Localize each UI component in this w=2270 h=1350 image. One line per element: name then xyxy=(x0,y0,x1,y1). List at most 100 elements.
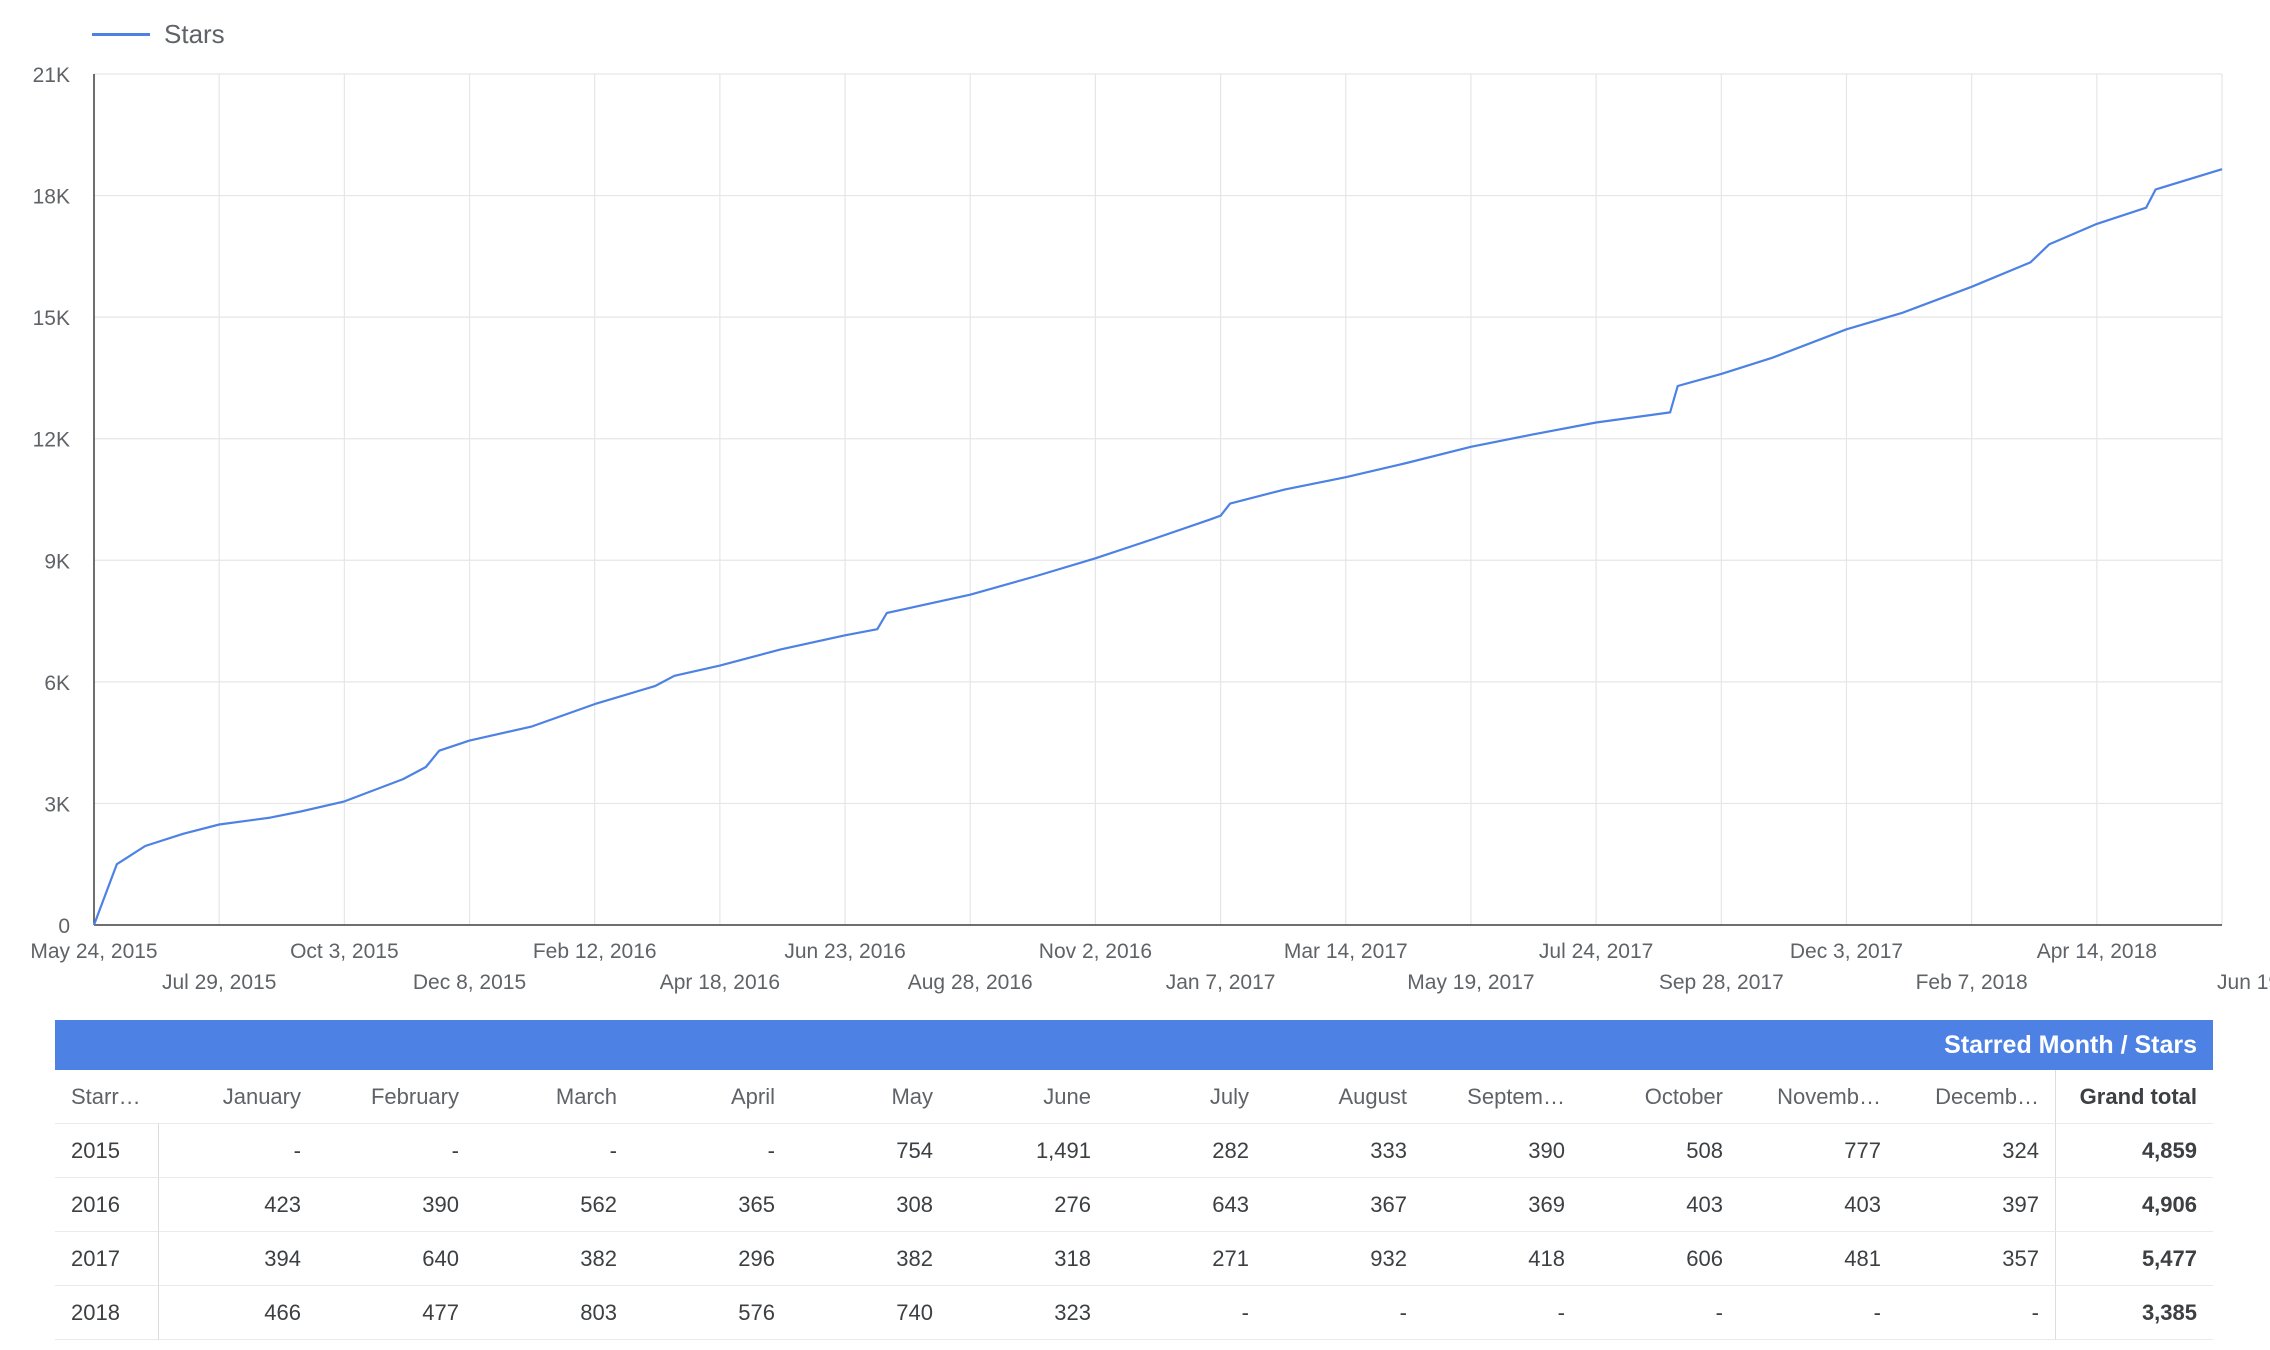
table-cell: - xyxy=(317,1124,475,1178)
chart-legend: Stars xyxy=(92,16,225,52)
table-row: 2017 394 640 382 296 382 318 271 932 418… xyxy=(55,1232,2213,1286)
column-header-august[interactable]: August xyxy=(1265,1070,1423,1124)
grand-total-cell: 4,906 xyxy=(2055,1178,2213,1232)
table-cell: 282 xyxy=(1107,1124,1265,1178)
table-cell: 367 xyxy=(1265,1178,1423,1232)
table-cell: 803 xyxy=(475,1286,633,1340)
table-cell: 271 xyxy=(1107,1232,1265,1286)
column-header-may[interactable]: May xyxy=(791,1070,949,1124)
table-cell: - xyxy=(1265,1286,1423,1340)
x-tick-label: Dec 3, 2017 xyxy=(1790,940,1903,963)
y-axis-ticks: 0 3K 6K 9K 12K 15K 18K 21K xyxy=(33,64,70,938)
column-header-december[interactable]: Decemb… xyxy=(1897,1070,2055,1124)
x-tick-label: Jun 19,… xyxy=(2217,971,2270,994)
chart-grid xyxy=(93,73,2223,925)
column-header-january[interactable]: January xyxy=(159,1070,317,1124)
column-header-july[interactable]: July xyxy=(1107,1070,1265,1124)
y-tick-label: 18K xyxy=(33,186,70,209)
table-cell: - xyxy=(159,1124,317,1178)
legend-swatch xyxy=(92,32,150,36)
table-row: 2015 - - - - 754 1,491 282 333 390 508 7… xyxy=(55,1124,2213,1178)
table-cell: 357 xyxy=(1897,1232,2055,1286)
table-cell: 508 xyxy=(1581,1124,1739,1178)
x-tick-label: May 24, 2015 xyxy=(30,940,157,963)
column-header-june[interactable]: June xyxy=(949,1070,1107,1124)
table-cell: 382 xyxy=(791,1232,949,1286)
y-tick-label: 6K xyxy=(44,672,70,695)
table-cell: 323 xyxy=(949,1286,1107,1340)
row-year-cell: 2017 xyxy=(55,1232,159,1286)
legend-label: Stars xyxy=(164,18,225,49)
series-line-stars xyxy=(92,168,2223,926)
table-cell: 390 xyxy=(317,1178,475,1232)
x-tick-label: Jun 23, 2016 xyxy=(784,940,905,963)
x-tick-label: Jan 7, 2017 xyxy=(1166,971,1276,994)
table-cell: 403 xyxy=(1739,1178,1897,1232)
table-cell: 643 xyxy=(1107,1178,1265,1232)
column-header-september[interactable]: Septem… xyxy=(1423,1070,1581,1124)
column-header-grand-total[interactable]: Grand total xyxy=(2055,1070,2213,1124)
table-cell: - xyxy=(475,1124,633,1178)
table-row: 2018 466 477 803 576 740 323 - - - - - -… xyxy=(55,1286,2213,1340)
table-cell: 606 xyxy=(1581,1232,1739,1286)
table-cell: 640 xyxy=(317,1232,475,1286)
table-cell: - xyxy=(1107,1286,1265,1340)
column-header-starred-year[interactable]: Starr… xyxy=(55,1070,159,1124)
y-tick-label: 15K xyxy=(33,307,70,330)
table-cell: 318 xyxy=(949,1232,1107,1286)
grand-total-cell: 4,859 xyxy=(2055,1124,2213,1178)
pivot-header-title: Starred Month / Stars xyxy=(1944,1030,2197,1059)
table-cell: - xyxy=(1897,1286,2055,1340)
x-tick-label: Oct 3, 2015 xyxy=(290,940,399,963)
y-tick-label: 0 xyxy=(58,915,70,938)
row-year-cell: 2016 xyxy=(55,1178,159,1232)
table-row: 2016 423 390 562 365 308 276 643 367 369… xyxy=(55,1178,2213,1232)
y-tick-label: 21K xyxy=(33,64,70,87)
x-tick-label: Jul 24, 2017 xyxy=(1539,940,1653,963)
x-tick-label: Feb 12, 2016 xyxy=(533,940,657,963)
x-tick-label: Sep 28, 2017 xyxy=(1659,971,1784,994)
table-cell: 1,491 xyxy=(949,1124,1107,1178)
pivot-table: Starred Month / Stars Starr… January Feb… xyxy=(55,1020,2213,1340)
pivot-column-header-row: Starr… January February March April May … xyxy=(55,1070,2213,1124)
x-tick-label: Apr 18, 2016 xyxy=(660,971,780,994)
table-cell: - xyxy=(633,1124,791,1178)
column-header-april[interactable]: April xyxy=(633,1070,791,1124)
column-header-october[interactable]: October xyxy=(1581,1070,1739,1124)
x-tick-label: Jul 29, 2015 xyxy=(162,971,276,994)
grand-total-cell: 5,477 xyxy=(2055,1232,2213,1286)
table-cell: 403 xyxy=(1581,1178,1739,1232)
column-header-november[interactable]: Novemb… xyxy=(1739,1070,1897,1124)
row-year-cell: 2018 xyxy=(55,1286,159,1340)
table-cell: 932 xyxy=(1265,1232,1423,1286)
table-cell: 418 xyxy=(1423,1232,1581,1286)
table-cell: - xyxy=(1739,1286,1897,1340)
table-cell: 296 xyxy=(633,1232,791,1286)
column-header-march[interactable]: March xyxy=(475,1070,633,1124)
table-cell: 276 xyxy=(949,1178,1107,1232)
x-tick-label: May 19, 2017 xyxy=(1407,971,1534,994)
table-cell: - xyxy=(1423,1286,1581,1340)
table-cell: 423 xyxy=(159,1178,317,1232)
table-cell: 777 xyxy=(1739,1124,1897,1178)
y-tick-label: 3K xyxy=(44,793,70,816)
table-cell: 365 xyxy=(633,1178,791,1232)
pivot-grid: Starr… January February March April May … xyxy=(55,1070,2213,1340)
row-year-cell: 2015 xyxy=(55,1124,159,1178)
table-cell: 466 xyxy=(159,1286,317,1340)
column-header-february[interactable]: February xyxy=(317,1070,475,1124)
table-cell: 308 xyxy=(791,1178,949,1232)
x-tick-label: Aug 28, 2016 xyxy=(908,971,1033,994)
x-tick-label: Apr 14, 2018 xyxy=(2037,940,2157,963)
x-tick-label: Feb 7, 2018 xyxy=(1916,971,2028,994)
table-cell: - xyxy=(1581,1286,1739,1340)
y-tick-label: 9K xyxy=(44,550,70,573)
table-cell: 390 xyxy=(1423,1124,1581,1178)
table-cell: 576 xyxy=(633,1286,791,1340)
table-cell: 382 xyxy=(475,1232,633,1286)
table-cell: 397 xyxy=(1897,1178,2055,1232)
x-tick-label: Dec 8, 2015 xyxy=(413,971,526,994)
table-cell: 740 xyxy=(791,1286,949,1340)
x-tick-label: Nov 2, 2016 xyxy=(1039,940,1152,963)
